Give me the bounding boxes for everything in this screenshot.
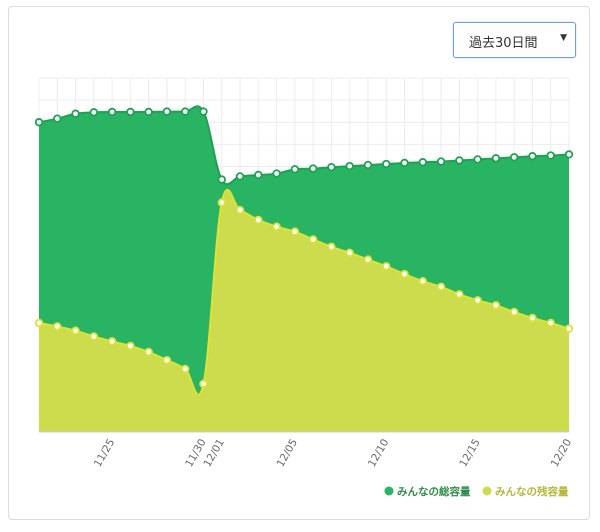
data-point (181, 364, 190, 374)
data-point (89, 332, 99, 341)
data-point (107, 337, 117, 346)
data-point (162, 355, 172, 365)
data-point (491, 301, 501, 310)
data-point (473, 296, 482, 305)
data-point (107, 107, 117, 117)
data-point (436, 282, 446, 292)
data-point (144, 107, 153, 117)
data-point (34, 318, 44, 328)
data-point (564, 150, 574, 159)
data-point (290, 165, 300, 174)
data-point (382, 159, 391, 169)
data-point (290, 227, 300, 236)
data-point (254, 215, 263, 225)
x-tick-label: 12/10 (366, 437, 392, 469)
legend-label-remaining: みんなの残容量 (495, 485, 569, 498)
data-point (382, 262, 391, 271)
data-point (126, 341, 135, 351)
data-point (254, 170, 263, 180)
data-point (308, 164, 318, 173)
data-point (400, 269, 409, 279)
series-points-remaining (34, 198, 574, 389)
data-point (144, 347, 153, 357)
data-point (53, 322, 62, 331)
series-area-remaining (39, 189, 569, 432)
legend-marker-remaining (482, 486, 492, 496)
data-point (217, 175, 226, 184)
legend: みんなの総容量 みんなの残容量 (384, 485, 569, 498)
data-point (509, 153, 519, 162)
data-point (71, 326, 80, 335)
data-point (199, 379, 208, 389)
date-range-select[interactable]: 過去30日間 ▼ (453, 22, 576, 58)
legend-label-total: みんなの総容量 (397, 485, 471, 498)
data-point (235, 172, 245, 181)
chevron-down-icon: ▼ (560, 33, 567, 43)
data-point (53, 114, 62, 123)
date-range-selected-value: 過去30日間 (469, 36, 538, 51)
data-point (455, 156, 464, 165)
data-point (491, 154, 501, 163)
data-point (363, 255, 373, 264)
data-point (528, 313, 537, 323)
data-point (162, 107, 172, 116)
data-point (126, 107, 135, 117)
data-point (235, 205, 245, 215)
data-point (181, 107, 190, 116)
data-point (345, 248, 354, 258)
data-point (528, 152, 537, 161)
data-point (564, 324, 574, 333)
legend-marker-total (384, 486, 394, 496)
x-tick-label: 12/15 (457, 437, 483, 469)
data-point (546, 151, 555, 160)
data-point (345, 161, 354, 171)
data-point (89, 108, 99, 117)
data-point (327, 242, 336, 252)
x-tick-label: 11/25 (92, 437, 118, 469)
data-point (308, 235, 318, 244)
data-point (363, 160, 373, 170)
data-point (217, 198, 226, 207)
data-point (272, 222, 281, 231)
data-point (418, 158, 427, 167)
data-point (34, 118, 44, 127)
data-point (509, 307, 519, 317)
data-point (71, 109, 80, 118)
data-point (327, 163, 336, 172)
data-point (455, 290, 464, 299)
data-point (473, 155, 482, 164)
data-point (199, 107, 208, 116)
x-tick-label: 12/20 (549, 437, 575, 469)
data-point (418, 276, 427, 286)
data-point (400, 158, 409, 168)
x-tick-label: 12/05 (275, 437, 301, 469)
data-point (546, 318, 555, 328)
data-point (436, 157, 446, 166)
data-point (272, 169, 281, 178)
series-points-total (34, 107, 574, 184)
